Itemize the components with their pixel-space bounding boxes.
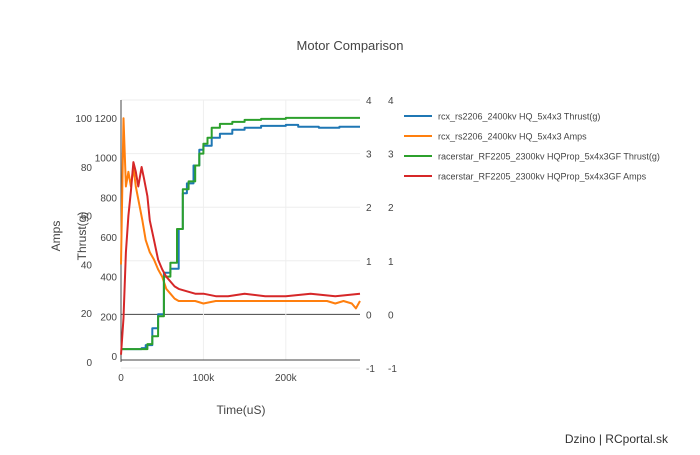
- x-tick-label: 100k: [193, 373, 216, 384]
- y-tick-label-right-1: 1: [366, 257, 372, 268]
- legend-label: rcx_rs2206_2400kv HQ_5x4x3 Thrust(g): [438, 112, 600, 122]
- y-axis-title-thrust: Thrust(g): [75, 212, 89, 261]
- series-line-4: [120, 161, 361, 355]
- y-tick-label-amps: 40: [81, 260, 93, 271]
- y-tick-label-thrust: 1000: [95, 154, 118, 165]
- y-tick-label-right-2: 2: [388, 203, 394, 214]
- y-tick-label-right-1: 2: [366, 203, 372, 214]
- y-tick-label-thrust: 200: [100, 312, 117, 323]
- y-tick-label-amps: 0: [86, 358, 92, 369]
- y-tick-label-thrust: 600: [100, 233, 117, 244]
- y-tick-label-right-2: 3: [388, 150, 394, 161]
- y-tick-label-right-2: 0: [388, 310, 394, 321]
- y-tick-label-right-1: 4: [366, 96, 372, 107]
- y-tick-label-thrust: 800: [100, 193, 117, 204]
- y-tick-label-right-1: 3: [366, 150, 372, 161]
- y-tick-label-thrust: 0: [111, 352, 117, 363]
- series-layer: [120, 116, 361, 355]
- credit-text: Dzino | RCportal.sk: [565, 432, 669, 446]
- y-tick-label-right-1: 0: [366, 310, 372, 321]
- y-tick-label-amps: 80: [81, 163, 93, 174]
- y-tick-label-thrust: 400: [100, 273, 117, 284]
- y-tick-label-right-1: -1: [366, 364, 375, 375]
- y-tick-label-amps: 20: [81, 309, 93, 320]
- y-tick-label-right-2: -1: [388, 364, 397, 375]
- x-tick-label: 0: [118, 373, 124, 384]
- y-tick-label-right-2: 1: [388, 257, 394, 268]
- series-line-1: [121, 123, 360, 351]
- x-axis-title: Time(uS): [217, 403, 266, 417]
- chart-title: Motor Comparison: [297, 38, 404, 53]
- y-axis-title-amps: Amps: [49, 221, 63, 252]
- axis-layer: 0 100k 200k0200400600800100012000204060801…: [75, 96, 397, 384]
- series-line-2: [120, 117, 361, 310]
- y-tick-label-amps: 60: [81, 212, 93, 223]
- legend-label: racerstar_RF2205_2300kv HQProp_5x4x3GF T…: [438, 152, 660, 162]
- y-tick-label-thrust: 1200: [95, 114, 118, 125]
- legend[interactable]: rcx_rs2206_2400kv HQ_5x4x3 Thrust(g) rcx_…: [404, 112, 660, 182]
- y-tick-label-amps: 100: [75, 114, 92, 125]
- x-tick-label: 200k: [275, 373, 298, 384]
- y-tick-label-right-2: 4: [388, 96, 394, 107]
- legend-label: racerstar_RF2205_2300kv HQProp_5x4x3GF A…: [438, 172, 647, 182]
- series-line-3: [121, 116, 360, 351]
- legend-label: rcx_rs2206_2400kv HQ_5x4x3 Amps: [438, 132, 587, 142]
